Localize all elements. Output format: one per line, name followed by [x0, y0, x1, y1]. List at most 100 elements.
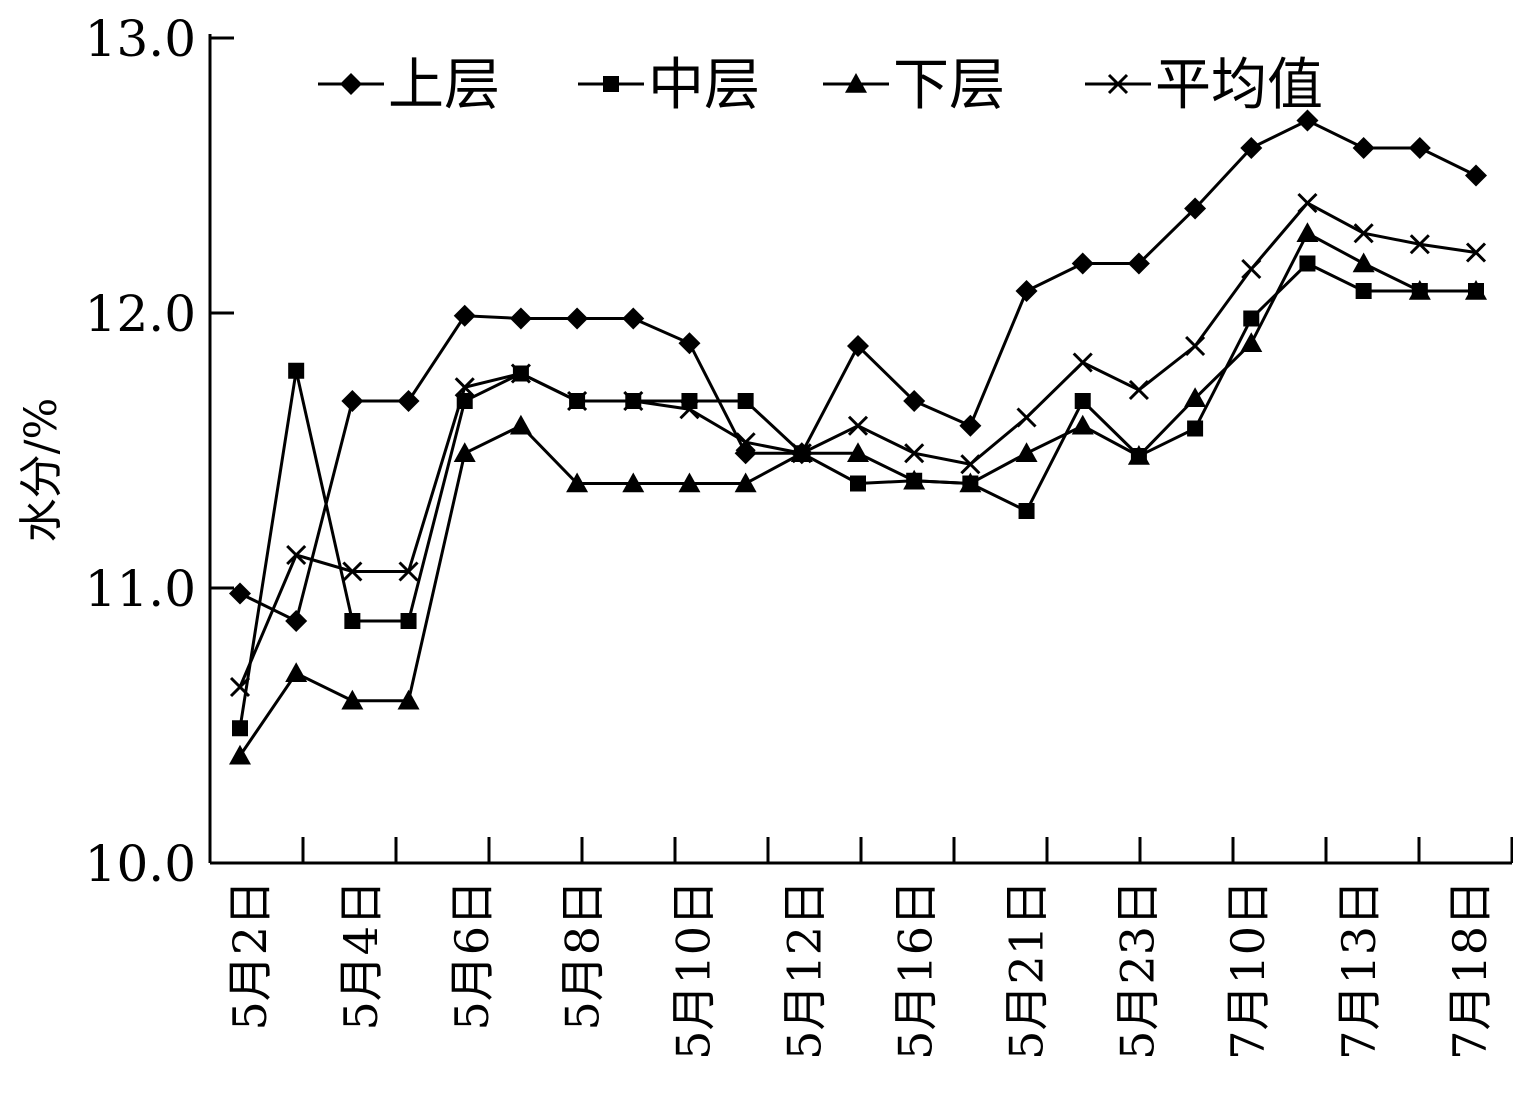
data-point — [567, 390, 588, 412]
data-point — [1299, 255, 1316, 272]
data-point — [904, 443, 925, 464]
data-point — [232, 720, 248, 737]
data-point — [1465, 164, 1487, 187]
marker-stroke — [735, 432, 756, 453]
legend-marker — [1107, 73, 1129, 95]
data-point — [341, 689, 364, 710]
data-point — [1127, 445, 1150, 465]
marker-stroke — [960, 454, 981, 475]
data-point — [1018, 503, 1035, 519]
data-point — [737, 393, 754, 409]
y-tick-label: 11.0 — [85, 560, 196, 618]
marker-stroke — [847, 415, 869, 436]
legend-label: 下层 — [893, 53, 1005, 118]
data-point — [566, 472, 589, 493]
marker-stroke — [510, 363, 531, 384]
data-point — [1352, 252, 1375, 273]
data-point — [1184, 197, 1207, 220]
x-tick-label: 5月21日 — [999, 880, 1053, 1060]
data-point — [285, 662, 308, 683]
data-point — [1072, 352, 1093, 373]
data-point — [454, 377, 475, 398]
data-point — [959, 414, 982, 437]
marker-stroke — [623, 390, 644, 412]
legend-item: 上层 — [318, 53, 500, 118]
legend-item: 中层 — [578, 53, 760, 118]
data-point — [453, 442, 476, 463]
data-point — [1297, 192, 1318, 214]
series-3 — [229, 222, 1487, 765]
data-point — [400, 613, 417, 629]
data-point — [847, 442, 869, 463]
data-point — [453, 304, 476, 327]
data-point — [509, 414, 532, 435]
data-point — [397, 390, 420, 412]
marker-stroke — [1409, 234, 1430, 255]
data-point — [1015, 280, 1038, 302]
data-point — [734, 472, 757, 493]
data-point — [623, 390, 644, 412]
data-point — [960, 454, 981, 475]
data-point — [734, 442, 757, 465]
data-point — [1353, 223, 1374, 244]
legend-marker — [340, 73, 362, 95]
data-point — [1185, 335, 1206, 357]
y-axis-title: 水分/% — [16, 398, 67, 543]
legend-marker — [845, 73, 867, 93]
series-1 — [229, 109, 1487, 632]
y-tick-label: 12.0 — [85, 285, 196, 343]
data-point — [1240, 332, 1263, 353]
data-point — [678, 332, 701, 355]
data-point — [509, 307, 532, 330]
marker-stroke — [1016, 407, 1037, 428]
legend-item: 平均值 — [1085, 53, 1323, 118]
legend-label: 上层 — [388, 53, 500, 118]
marker-stroke — [454, 377, 475, 398]
x-tick-label: 7月18日 — [1443, 880, 1497, 1060]
marker-stroke — [398, 561, 419, 582]
marker-stroke — [1465, 242, 1487, 263]
data-point — [679, 399, 700, 420]
data-point — [229, 676, 251, 698]
legend-item: 下层 — [823, 53, 1005, 118]
data-point — [1408, 280, 1431, 300]
x-tick-label: 7月13日 — [1332, 880, 1386, 1060]
data-point — [1243, 310, 1260, 327]
x-tick-label: 5月10日 — [667, 880, 721, 1060]
series-group — [229, 109, 1487, 765]
data-point — [791, 443, 812, 464]
data-point — [342, 561, 363, 582]
data-point — [1016, 407, 1037, 428]
data-point — [229, 582, 251, 605]
marker-stroke — [229, 676, 251, 698]
x-tick-label: 5月6日 — [445, 880, 499, 1031]
legend-label: 平均值 — [1155, 53, 1323, 118]
marker-stroke — [1241, 258, 1262, 280]
data-point — [1465, 242, 1487, 263]
data-point — [850, 475, 866, 492]
data-point — [1071, 414, 1094, 435]
x-tick-label: 5月4日 — [334, 880, 388, 1031]
data-point — [1184, 387, 1207, 408]
x-tick-label: 5月12日 — [778, 880, 832, 1060]
legend-label: 中层 — [648, 53, 760, 118]
marker-stroke — [679, 399, 700, 420]
data-point — [1241, 258, 1262, 280]
legend: 上层 中层 下层 平均值 — [318, 53, 1323, 118]
data-point — [1071, 252, 1094, 275]
data-point — [566, 307, 589, 330]
data-point — [1352, 137, 1375, 159]
series-line — [238, 261, 1476, 729]
legend-marker — [603, 76, 619, 92]
data-point — [510, 363, 531, 384]
marker-stroke — [1107, 73, 1129, 95]
data-point — [288, 362, 305, 379]
data-point — [341, 390, 364, 412]
x-tick-label: 5月16日 — [888, 880, 942, 1060]
marker-stroke — [1353, 223, 1374, 244]
series-line — [239, 118, 1477, 624]
marker-stroke — [1128, 379, 1149, 401]
series-2 — [232, 255, 1484, 737]
data-point — [903, 390, 926, 412]
